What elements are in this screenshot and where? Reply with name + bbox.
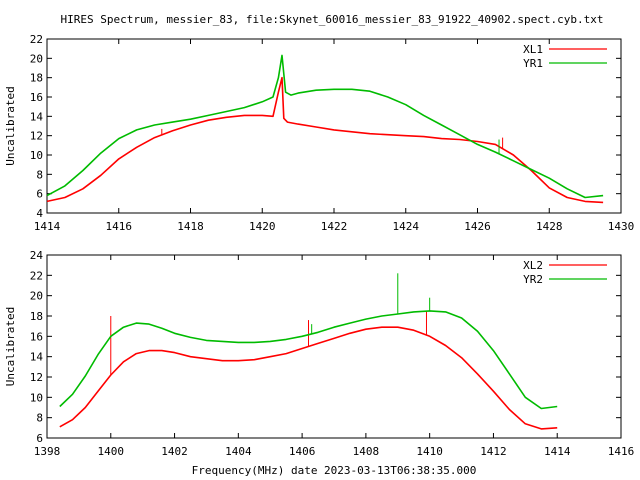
bottom-y-tick-label: 10 [30, 391, 43, 404]
figure-title: HIRES Spectrum, messier_83, file:Skynet_… [60, 13, 603, 26]
top-x-tick-label: 1416 [106, 220, 133, 233]
top-x-tick-label: 1414 [34, 220, 61, 233]
bottom-x-tick-label: 1400 [98, 445, 125, 458]
bottom-x-tick-label: 1404 [225, 445, 252, 458]
top-y-tick-label: 14 [30, 110, 44, 123]
bottom-x-axis-label: Frequency(MHz) date 2023-03-13T06:38:35.… [192, 464, 477, 477]
bottom-plot-frame [46, 254, 622, 439]
bottom-x-tick-label: 1414 [544, 445, 571, 458]
top-x-tick-label: 1428 [536, 220, 563, 233]
bottom-y-axis-label: Uncalibrated [4, 307, 17, 386]
bottom-series-xl2-line [59, 326, 558, 430]
top-series-yr1-line [46, 54, 604, 199]
top-x-tick-label: 1420 [249, 220, 276, 233]
top-series-xl1-line [46, 76, 604, 204]
top-y-tick-label: 10 [30, 149, 43, 162]
bottom-legend-label-xl2: XL2 [523, 259, 543, 272]
top-y-tick-label: 4 [36, 207, 43, 220]
bottom-series-yr2-line [59, 310, 558, 410]
bottom-x-tick-label: 1402 [161, 445, 188, 458]
top-y-tick-label: 8 [36, 168, 43, 181]
top-y-tick-label: 12 [30, 130, 43, 143]
bottom-y-tick-label: 18 [30, 310, 43, 323]
bottom-x-tick-label: 1406 [289, 445, 316, 458]
bottom-y-tick-label: 6 [36, 432, 43, 445]
bottom-y-tick-label: 8 [36, 412, 43, 425]
top-x-tick-label: 1418 [177, 220, 204, 233]
bottom-x-tick-label: 1398 [34, 445, 61, 458]
top-y-tick-label: 16 [30, 91, 43, 104]
bottom-y-tick-label: 24 [30, 249, 44, 262]
top-x-tick-label: 1424 [393, 220, 420, 233]
top-y-tick-label: 22 [30, 33, 43, 46]
bottom-y-tick-label: 20 [30, 290, 43, 303]
top-legend-label-yr1: YR1 [523, 57, 543, 70]
bottom-x-tick-label: 1408 [353, 445, 380, 458]
top-y-tick-label: 18 [30, 72, 43, 85]
top-legend-label-xl1: XL1 [523, 43, 543, 56]
top-y-tick-label: 20 [30, 52, 43, 65]
bottom-x-tick-label: 1412 [480, 445, 507, 458]
top-x-tick-label: 1422 [321, 220, 348, 233]
bottom-y-tick-label: 14 [30, 351, 44, 364]
top-y-tick-label: 6 [36, 188, 43, 201]
bottom-y-tick-label: 12 [30, 371, 43, 384]
bottom-legend-label-yr2: YR2 [523, 273, 543, 286]
bottom-x-tick-label: 1410 [416, 445, 443, 458]
bottom-x-tick-label: 1416 [608, 445, 635, 458]
bottom-panel: 1398 1400 1402 1404 1406 1408 1410 1412 1414 1416… [4, 249, 634, 458]
top-x-tick-label: 1426 [464, 220, 491, 233]
top-y-axis-label: Uncalibrated [4, 86, 17, 165]
top-x-tick-label: 1430 [608, 220, 635, 233]
bottom-y-tick-label: 22 [30, 269, 43, 282]
top-panel: 1414 1416 1418 1420 1422 1424 1426 1428 14304681… [4, 33, 634, 233]
bottom-y-tick-label: 16 [30, 330, 43, 343]
